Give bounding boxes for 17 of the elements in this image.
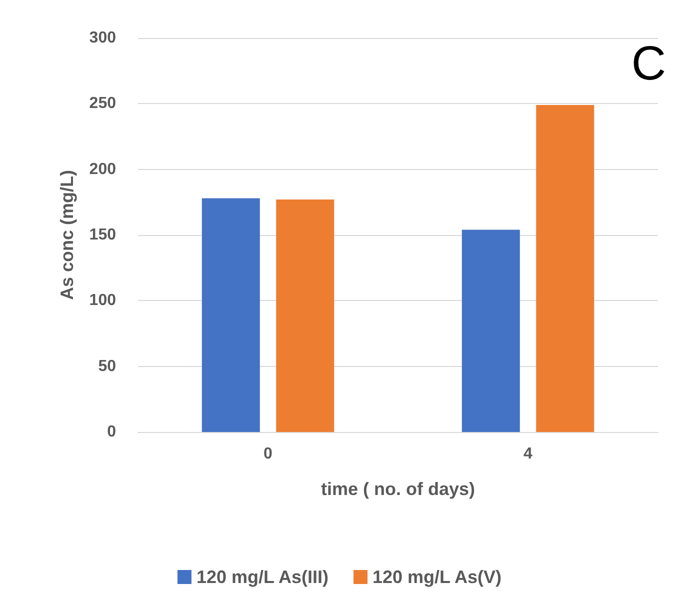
legend-label: 120 mg/L As(V) <box>372 567 502 587</box>
y-tick-label: 200 <box>89 160 116 178</box>
bar <box>202 198 260 432</box>
legend-label: 120 mg/L As(III) <box>196 567 329 587</box>
x-axis-title: time ( no. of days) <box>320 479 476 499</box>
y-tick-label: 150 <box>89 226 116 244</box>
bar <box>462 230 520 432</box>
y-axis-title: As conc (mg/L) <box>57 170 77 300</box>
x-tick-label: 4 <box>524 446 533 462</box>
y-tick-label: 300 <box>89 30 116 46</box>
y-tick-label: 100 <box>89 292 116 310</box>
y-tick-label: 0 <box>107 424 116 440</box>
bar <box>276 200 334 432</box>
y-tick-label: 250 <box>89 95 116 112</box>
y-tick-label: 50 <box>98 358 116 375</box>
annotation: C <box>631 38 666 90</box>
bar <box>536 104 594 432</box>
